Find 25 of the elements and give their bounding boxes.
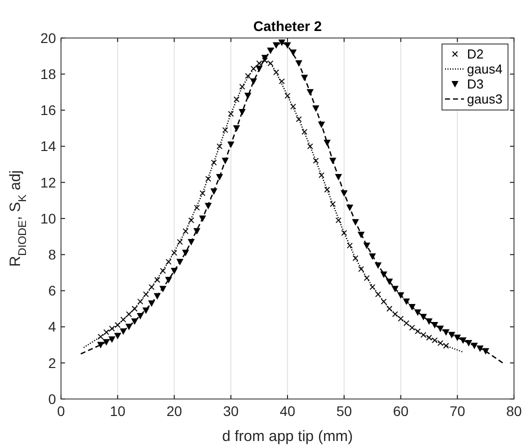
x-tick-label: 40: [280, 403, 296, 419]
y-tick-label: 0: [48, 390, 56, 407]
legend-label: gaus4: [467, 62, 502, 77]
x-tick-label: 80: [506, 403, 522, 419]
x-tick-label: 20: [166, 403, 182, 419]
chart-title: Catheter 2: [253, 18, 322, 34]
x-axis-title: d from app tip (mm): [222, 428, 353, 445]
y-tick-label: 2: [48, 354, 56, 371]
y-tick-label: 20: [40, 30, 56, 46]
x-tick-label: 10: [110, 403, 126, 419]
x-tick-label: 60: [392, 403, 409, 419]
y-tick-label: 10: [40, 210, 56, 226]
x-tick-label: 50: [336, 403, 352, 419]
y-tick-label: 18: [40, 66, 56, 82]
legend-label: D2: [467, 46, 484, 62]
y-tick-label: 4: [48, 318, 56, 335]
y-tick-label: 16: [40, 102, 56, 118]
y-tick-label: 14: [40, 138, 56, 154]
y-tick-label: 8: [48, 246, 56, 262]
x-tick-label: 70: [450, 403, 466, 419]
y-tick-label: 6: [48, 282, 56, 299]
y-tick-label: 12: [40, 174, 56, 190]
legend-label: D3: [467, 76, 484, 92]
x-tick-label: 30: [223, 403, 239, 419]
legend-label: gaus3: [467, 92, 502, 107]
